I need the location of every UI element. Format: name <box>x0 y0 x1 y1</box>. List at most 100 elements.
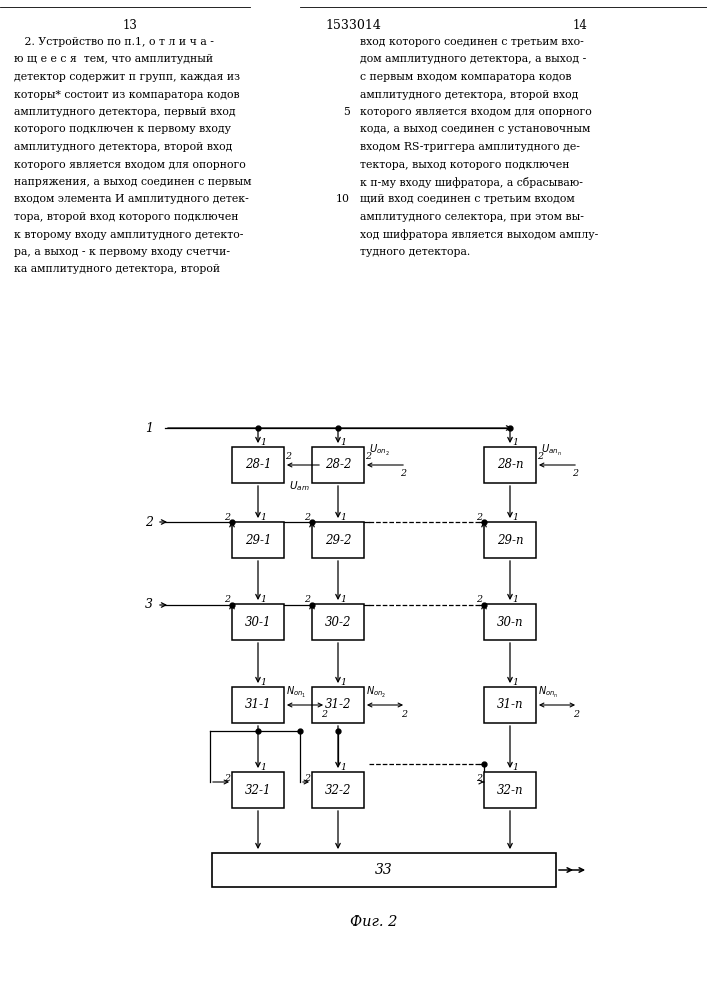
Text: 28-n: 28-n <box>497 458 523 472</box>
Text: напряжения, а выход соединен с первым: напряжения, а выход соединен с первым <box>14 177 252 187</box>
Text: ка амплитудного детектора, второй: ка амплитудного детектора, второй <box>14 264 220 274</box>
Text: 1: 1 <box>260 438 266 447</box>
Text: к второму входу амплитудного детекто-: к второму входу амплитудного детекто- <box>14 230 243 239</box>
Text: амплитудного детектора, второй вход: амплитудного детектора, второй вход <box>360 90 578 100</box>
Text: 30-2: 30-2 <box>325 615 351 629</box>
Bar <box>484 447 536 483</box>
Text: 29-2: 29-2 <box>325 534 351 546</box>
Text: щий вход соединен с третьим входом: щий вход соединен с третьим входом <box>360 194 575 205</box>
Text: 1: 1 <box>340 595 346 604</box>
Text: 1: 1 <box>260 763 266 772</box>
Bar <box>312 604 364 640</box>
Text: 31-1: 31-1 <box>245 698 271 712</box>
Text: Фиг. 2: Фиг. 2 <box>350 915 397 929</box>
Bar <box>232 687 284 723</box>
Text: 31-n: 31-n <box>497 698 523 712</box>
Text: детектор содержит п групп, каждая из: детектор содержит п групп, каждая из <box>14 72 240 82</box>
Text: ра, а выход - к первому входу счетчи-: ра, а выход - к первому входу счетчи- <box>14 247 230 257</box>
Bar <box>312 772 364 808</box>
Text: 13: 13 <box>122 19 137 32</box>
Text: тудного детектора.: тудного детектора. <box>360 247 470 257</box>
Text: 1: 1 <box>340 438 346 447</box>
Text: входом RS-триггера амплитудного де-: входом RS-триггера амплитудного де- <box>360 142 580 152</box>
Text: которого подключен к первому входу: которого подключен к первому входу <box>14 124 231 134</box>
Text: 29-n: 29-n <box>497 534 523 546</box>
Text: 30-1: 30-1 <box>245 615 271 629</box>
Text: 2: 2 <box>321 710 327 719</box>
Text: 3: 3 <box>145 598 153 611</box>
Text: $U_{\mathit{an}_n}$: $U_{\mathit{an}_n}$ <box>541 443 562 458</box>
Text: 2: 2 <box>537 452 543 461</box>
Text: амплитудного детектора, первый вход: амплитудного детектора, первый вход <box>14 107 235 117</box>
Text: $N_{\mathit{on}_1}$: $N_{\mathit{on}_1}$ <box>286 685 306 700</box>
Text: амплитудного детектора, второй вход: амплитудного детектора, второй вход <box>14 142 233 152</box>
Text: 2: 2 <box>476 513 482 522</box>
Text: амплитудного селектора, при этом вы-: амплитудного селектора, при этом вы- <box>360 212 584 222</box>
Text: 2: 2 <box>224 774 230 783</box>
Text: 1: 1 <box>512 513 518 522</box>
Text: вход которого соединен с третьим вхо-: вход которого соединен с третьим вхо- <box>360 37 584 47</box>
Bar <box>484 687 536 723</box>
Text: 1: 1 <box>260 595 266 604</box>
Bar <box>232 447 284 483</box>
Bar <box>232 522 284 558</box>
Text: 2: 2 <box>285 452 291 461</box>
Text: 2: 2 <box>400 469 406 478</box>
Text: которого является входом для опорного: которого является входом для опорного <box>360 107 592 117</box>
Text: тектора, выход которого подключен: тектора, выход которого подключен <box>360 159 570 169</box>
Text: 2: 2 <box>573 710 579 719</box>
Bar <box>484 772 536 808</box>
Text: 28-1: 28-1 <box>245 458 271 472</box>
Text: 2. Устройство по п.1, о т л и ч а -: 2. Устройство по п.1, о т л и ч а - <box>14 37 214 47</box>
Bar <box>312 687 364 723</box>
Text: 31-2: 31-2 <box>325 698 351 712</box>
Text: 1533014: 1533014 <box>325 19 381 32</box>
Text: 5: 5 <box>343 107 350 117</box>
Text: 28-2: 28-2 <box>325 458 351 472</box>
Text: 32-2: 32-2 <box>325 784 351 796</box>
Bar <box>312 447 364 483</box>
Text: 2: 2 <box>224 513 230 522</box>
Text: 2: 2 <box>401 710 407 719</box>
Text: 29-1: 29-1 <box>245 534 271 546</box>
Text: 1: 1 <box>340 763 346 772</box>
Text: 2: 2 <box>304 513 310 522</box>
Text: 1: 1 <box>512 438 518 447</box>
Text: 1: 1 <box>340 513 346 522</box>
Text: к п-му входу шифратора, а сбрасываю-: к п-му входу шифратора, а сбрасываю- <box>360 177 583 188</box>
Text: 2: 2 <box>476 774 482 783</box>
Text: которого является входом для опорного: которого является входом для опорного <box>14 159 246 169</box>
Text: 1: 1 <box>512 678 518 687</box>
Text: ход шифратора является выходом амплу-: ход шифратора является выходом амплу- <box>360 230 598 240</box>
Text: ю щ е е с я  тем, что амплитудный: ю щ е е с я тем, что амплитудный <box>14 54 213 64</box>
Bar <box>484 522 536 558</box>
Text: 1: 1 <box>145 422 153 434</box>
Text: 2: 2 <box>304 595 310 604</box>
Text: 2: 2 <box>145 516 153 528</box>
Text: $U_{\mathit{am}}$: $U_{\mathit{am}}$ <box>289 479 310 493</box>
Text: 30-n: 30-n <box>497 615 523 629</box>
Text: 1: 1 <box>260 678 266 687</box>
Text: $N_{\mathit{on}_n}$: $N_{\mathit{on}_n}$ <box>538 685 559 700</box>
Text: 1: 1 <box>512 595 518 604</box>
Bar <box>484 604 536 640</box>
Bar <box>232 604 284 640</box>
Text: 2: 2 <box>572 469 578 478</box>
Text: входом элемента И амплитудного детек-: входом элемента И амплитудного детек- <box>14 194 249 205</box>
Text: $U_{\mathit{on}_2}$: $U_{\mathit{on}_2}$ <box>369 443 390 458</box>
Text: 2: 2 <box>476 595 482 604</box>
Text: 2: 2 <box>304 774 310 783</box>
Text: 2: 2 <box>365 452 371 461</box>
Text: которы* состоит из компаратора кодов: которы* состоит из компаратора кодов <box>14 90 240 100</box>
Text: дом амплитудного детектора, а выход -: дом амплитудного детектора, а выход - <box>360 54 586 64</box>
Text: 32-1: 32-1 <box>245 784 271 796</box>
Text: кода, а выход соединен с установочным: кода, а выход соединен с установочным <box>360 124 590 134</box>
Text: $N_{\mathit{on}_2}$: $N_{\mathit{on}_2}$ <box>366 685 386 700</box>
Text: с первым входом компаратора кодов: с первым входом компаратора кодов <box>360 72 571 82</box>
Text: 33: 33 <box>375 863 393 877</box>
Bar <box>312 522 364 558</box>
Text: 1: 1 <box>340 678 346 687</box>
Text: 14: 14 <box>573 19 588 32</box>
Text: 2: 2 <box>224 595 230 604</box>
Text: 1: 1 <box>260 513 266 522</box>
